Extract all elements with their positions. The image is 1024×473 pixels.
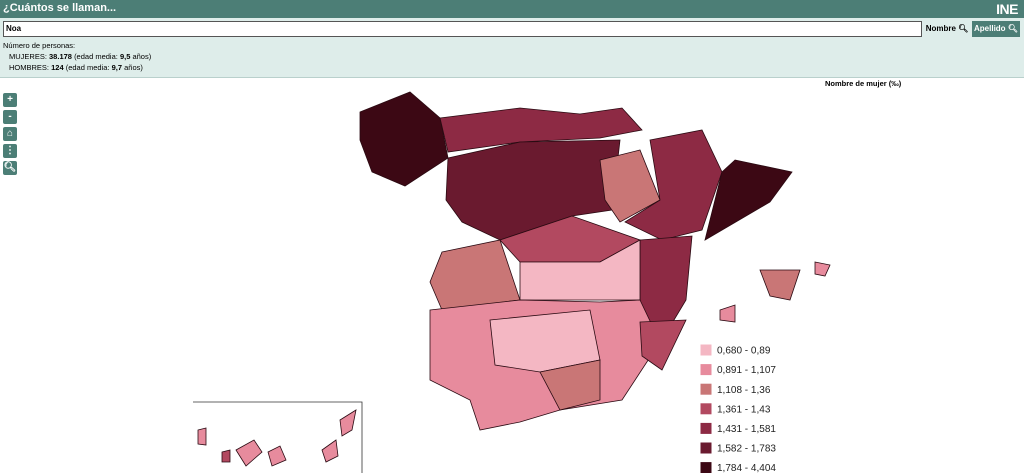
inset-frame bbox=[193, 401, 363, 473]
top-bar: ¿Cuántos se llaman... INE bbox=[0, 0, 1024, 18]
legend-swatch bbox=[699, 402, 713, 416]
province[interactable] bbox=[759, 269, 801, 301]
count: 38.178 bbox=[49, 52, 72, 61]
legend-label: 1,108 - 1,36 bbox=[717, 385, 771, 396]
legend-swatch bbox=[699, 382, 713, 396]
legend-label: 0,680 - 0,89 bbox=[717, 346, 771, 357]
province[interactable] bbox=[439, 107, 643, 153]
province[interactable] bbox=[489, 309, 601, 373]
legend-swatch bbox=[699, 363, 713, 377]
button-label: Nombre bbox=[925, 24, 956, 33]
province[interactable] bbox=[814, 261, 831, 277]
province[interactable] bbox=[704, 159, 793, 241]
zoom-in[interactable]: + bbox=[3, 93, 17, 107]
province[interactable] bbox=[359, 91, 449, 187]
men-info: HOMBRES: 124 (edad media: 9,7 años) bbox=[9, 63, 143, 72]
province[interactable] bbox=[197, 427, 207, 446]
surname-button[interactable]: Apellido 🔍︎ bbox=[972, 21, 1020, 37]
button-label: Apellido bbox=[974, 24, 1006, 33]
legend-swatch bbox=[699, 421, 713, 435]
legend-label: 0,891 - 1,107 bbox=[717, 365, 776, 376]
search-input[interactable]: Noa bbox=[3, 21, 922, 37]
legend-label: 1,784 - 4,404 bbox=[717, 463, 776, 473]
age: 9,7 bbox=[111, 63, 123, 72]
home-button[interactable]: ⌂ bbox=[3, 127, 17, 141]
label: HOMBRES: bbox=[9, 63, 50, 72]
province[interactable] bbox=[519, 239, 641, 301]
province[interactable] bbox=[639, 319, 687, 371]
province[interactable] bbox=[339, 409, 357, 437]
province[interactable] bbox=[429, 239, 521, 311]
provinces bbox=[359, 91, 831, 431]
label: (edad media: bbox=[74, 52, 118, 61]
province[interactable] bbox=[539, 359, 601, 411]
province[interactable] bbox=[599, 149, 661, 223]
count: 124 bbox=[51, 63, 64, 72]
age: 9,5 bbox=[119, 52, 131, 61]
canary-islands bbox=[197, 409, 357, 467]
women-info: MUJERES: 38.178 (edad media: 9,5 años) bbox=[9, 52, 151, 61]
province[interactable] bbox=[624, 129, 723, 241]
legend-swatch bbox=[699, 461, 713, 473]
search-button[interactable]: 🔍︎ bbox=[3, 161, 17, 175]
legend-label: 1,431 - 1,581 bbox=[717, 424, 776, 435]
label: años) bbox=[132, 52, 152, 61]
search-panel: Noa Nombre 🔍︎ Apellido 🔍︎ Número de pers… bbox=[0, 18, 1024, 78]
zoom-out[interactable]: - bbox=[3, 110, 17, 124]
legend: 0,680 - 0,89 0,891 - 1,107 1,108 - 1,36 1,3… bbox=[699, 343, 776, 473]
province[interactable] bbox=[321, 439, 339, 463]
label: MUJERES: bbox=[9, 52, 47, 61]
name-button[interactable]: Nombre 🔍︎ bbox=[925, 24, 969, 33]
legend-title: Nombre de mujer (‰) bbox=[825, 79, 902, 88]
app-title: ¿Cuántos se llaman... bbox=[3, 2, 117, 14]
info-heading: Número de personas: bbox=[3, 41, 76, 50]
label: (edad media: bbox=[65, 63, 110, 72]
province[interactable] bbox=[267, 445, 287, 467]
legend-label: 1,582 - 1,783 bbox=[717, 444, 776, 455]
logo[interactable]: INE bbox=[996, 1, 1018, 17]
legend-label: 1,361 - 1,43 bbox=[717, 404, 771, 415]
legend-swatch bbox=[699, 343, 713, 357]
province[interactable] bbox=[235, 439, 263, 467]
province[interactable] bbox=[719, 304, 736, 323]
province[interactable] bbox=[221, 449, 231, 463]
label: años) bbox=[124, 63, 143, 72]
menu-button[interactable]: ⋮ bbox=[3, 144, 17, 158]
legend-swatch bbox=[699, 441, 713, 455]
